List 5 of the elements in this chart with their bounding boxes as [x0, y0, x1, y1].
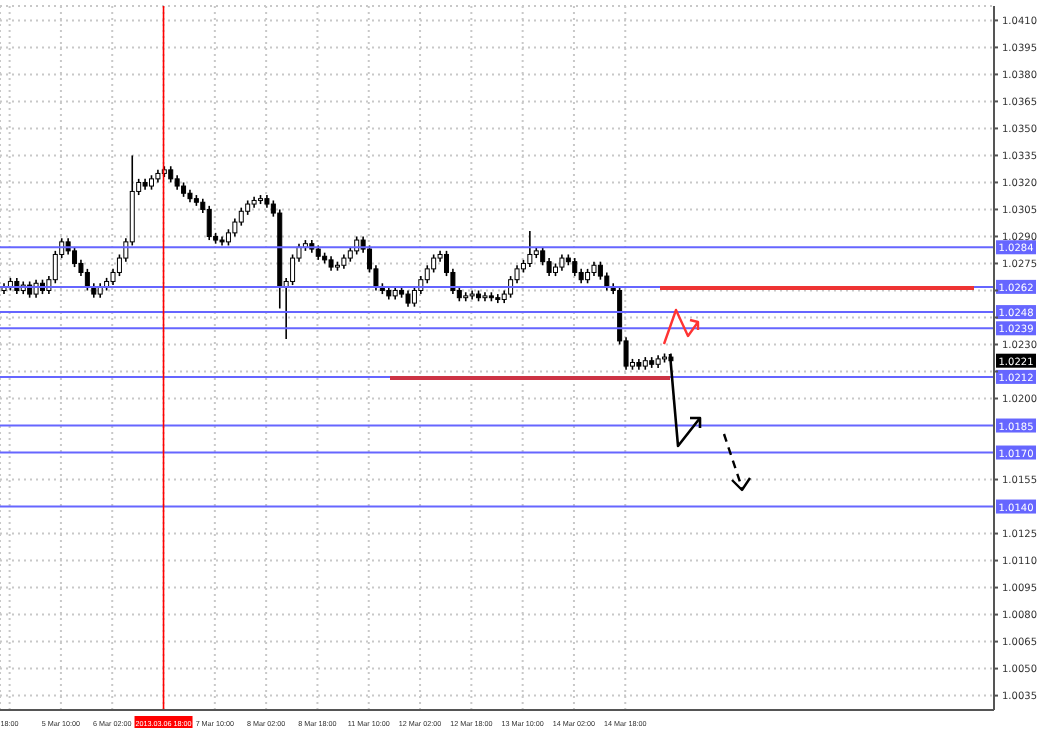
candlestick: [206, 205, 212, 241]
candlestick: [72, 246, 78, 268]
candlestick: [527, 230, 533, 268]
candlestick: [572, 257, 578, 277]
candlestick: [84, 268, 90, 292]
